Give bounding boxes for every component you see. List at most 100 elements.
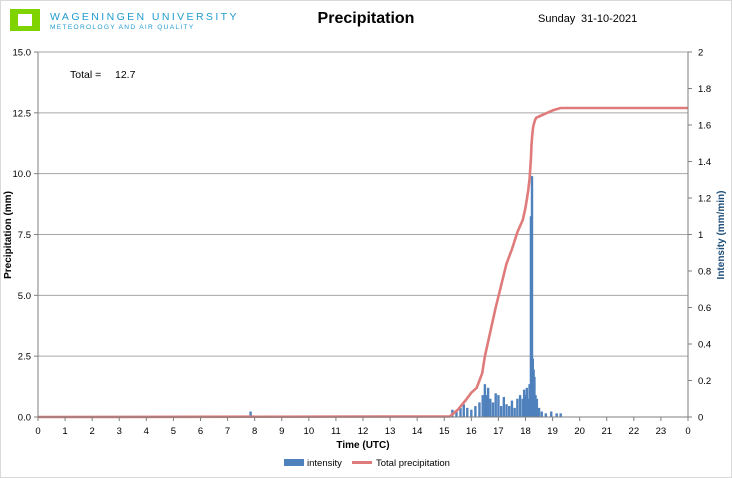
x-tick-label: 3 (117, 426, 122, 437)
intensity-bar (491, 402, 495, 417)
x-tick-label: 9 (279, 426, 284, 437)
intensity-bar (528, 384, 531, 417)
x-tick-label: 0 (685, 426, 690, 437)
intensity-bar (483, 384, 487, 417)
intensity-bar (510, 400, 514, 417)
y-tick-label: 15.0 (13, 48, 32, 59)
y-tick-label: 2.5 (18, 352, 31, 363)
logo-department-name: METEOROLOGY AND AIR QUALITY (50, 24, 195, 31)
y-tick-label: 7.5 (18, 230, 31, 241)
total-line-layer (37, 106, 688, 419)
x-tick-label: 13 (385, 426, 396, 437)
y-tick-label: 5.0 (18, 291, 31, 302)
intensity-bar (470, 409, 473, 417)
intensity-bar (516, 398, 519, 417)
chart-title: Precipitation (317, 10, 415, 27)
intensity-bar (537, 407, 541, 417)
gridlines (38, 51, 688, 357)
x-tick-label: 7 (225, 426, 230, 437)
x-tick-label: 22 (629, 426, 640, 437)
intensity-bar (513, 407, 516, 417)
x-tick-label: 18 (520, 426, 531, 437)
intensity-bar (555, 413, 558, 417)
intensity-bar (489, 398, 492, 417)
intensity-bar (249, 411, 252, 417)
intensity-bar (518, 395, 522, 417)
intensity-bar (478, 402, 481, 417)
x-tick-label: 0 (35, 426, 40, 437)
y-right-tick-label: 1.4 (698, 157, 711, 168)
y-tick-label: 12.5 (13, 108, 32, 119)
logo-university-name: WAGENINGEN UNIVERSITY (50, 11, 239, 23)
y-right-tick-label: 1.6 (698, 121, 711, 132)
intensity-bar (508, 406, 511, 417)
intensity-bar (527, 398, 530, 417)
x-tick-label: 5 (171, 426, 176, 437)
intensity-bar (486, 387, 490, 417)
intensity-bar (525, 387, 529, 417)
intensity-bar (497, 395, 500, 417)
intensity-bar (466, 407, 469, 417)
left-tick-labels: 0.0 2.5 5.0 7.5 10.0 12.5 15.0 (13, 48, 32, 424)
intensity-bar (540, 411, 543, 417)
legend-label-total: Total precipitation (376, 458, 450, 469)
x-tick-label: 16 (466, 426, 477, 437)
x-tick-label: 15 (439, 426, 450, 437)
intensity-bar (530, 176, 534, 417)
intensity-bar (462, 404, 465, 417)
intensity-bar (494, 393, 497, 417)
axes (34, 51, 692, 421)
intensity-bar (485, 395, 488, 417)
y-tick-label: 10.0 (13, 169, 32, 180)
x-tick-label: 23 (656, 426, 667, 437)
legend-label-intensity: intensity (307, 458, 342, 469)
x-tick-label: 2 (90, 426, 95, 437)
intensity-bar (559, 413, 562, 417)
y-right-tick-label: 1.8 (698, 84, 711, 95)
y-right-tick-label: 1 (698, 230, 703, 241)
x-tick-label: 1 (62, 426, 67, 437)
y-axis-label-left: Precipitation (mm) (3, 191, 14, 279)
intensity-bars (249, 176, 562, 417)
x-tick-label: 10 (304, 426, 315, 437)
x-tick-label: 19 (547, 426, 558, 437)
intensity-bar (534, 395, 537, 417)
intensity-bar (535, 398, 539, 417)
intensity-bar (502, 396, 506, 417)
x-tick-labels: 0 1 2 3 4 5 6 7 8 9 10 11 12 13 14 15 16 17 18 19 20 21 22 23 0 (35, 426, 690, 437)
y-right-tick-label: 2 (698, 48, 703, 59)
y-tick-label: 0.0 (18, 413, 31, 424)
y-axis-label-right: Intensity (mm/min) (716, 191, 727, 280)
intensity-bar (522, 389, 526, 417)
intensity-bar (474, 406, 477, 417)
y-right-tick-label: 0.4 (698, 340, 711, 351)
total-value: 12.7 (115, 69, 136, 81)
y-right-tick-label: 0 (698, 413, 703, 424)
x-tick-label: 12 (358, 426, 369, 437)
right-tick-labels: 0 0.2 0.4 0.6 0.8 1 1.2 1.4 1.6 1.8 2 (698, 48, 711, 424)
y-right-tick-label: 0.8 (698, 267, 711, 278)
intensity-bar (505, 404, 508, 417)
y-right-tick-label: 0.6 (698, 303, 711, 314)
intensity-bar (521, 398, 524, 417)
x-tick-label: 17 (493, 426, 504, 437)
y-right-tick-label: 1.2 (698, 194, 711, 205)
total-precipitation-line (37, 106, 688, 419)
day-label: Sunday (538, 13, 576, 25)
x-axis-label: Time (UTC) (336, 440, 389, 451)
intensity-bar (455, 411, 458, 417)
legend: intensity Total precipitation (284, 458, 450, 469)
total-label: Total = (70, 69, 101, 81)
date-label: 31-10-2021 (581, 13, 638, 25)
x-tick-label: 14 (412, 426, 423, 437)
intensity-bar (481, 395, 484, 417)
x-tick-label: 6 (198, 426, 203, 437)
x-tick-label: 21 (601, 426, 612, 437)
y-right-tick-label: 0.2 (698, 376, 711, 387)
x-tick-label: 4 (144, 426, 149, 437)
wur-logo-icon (10, 9, 40, 31)
intensity-bar (499, 406, 503, 417)
x-tick-label: 11 (331, 426, 341, 437)
